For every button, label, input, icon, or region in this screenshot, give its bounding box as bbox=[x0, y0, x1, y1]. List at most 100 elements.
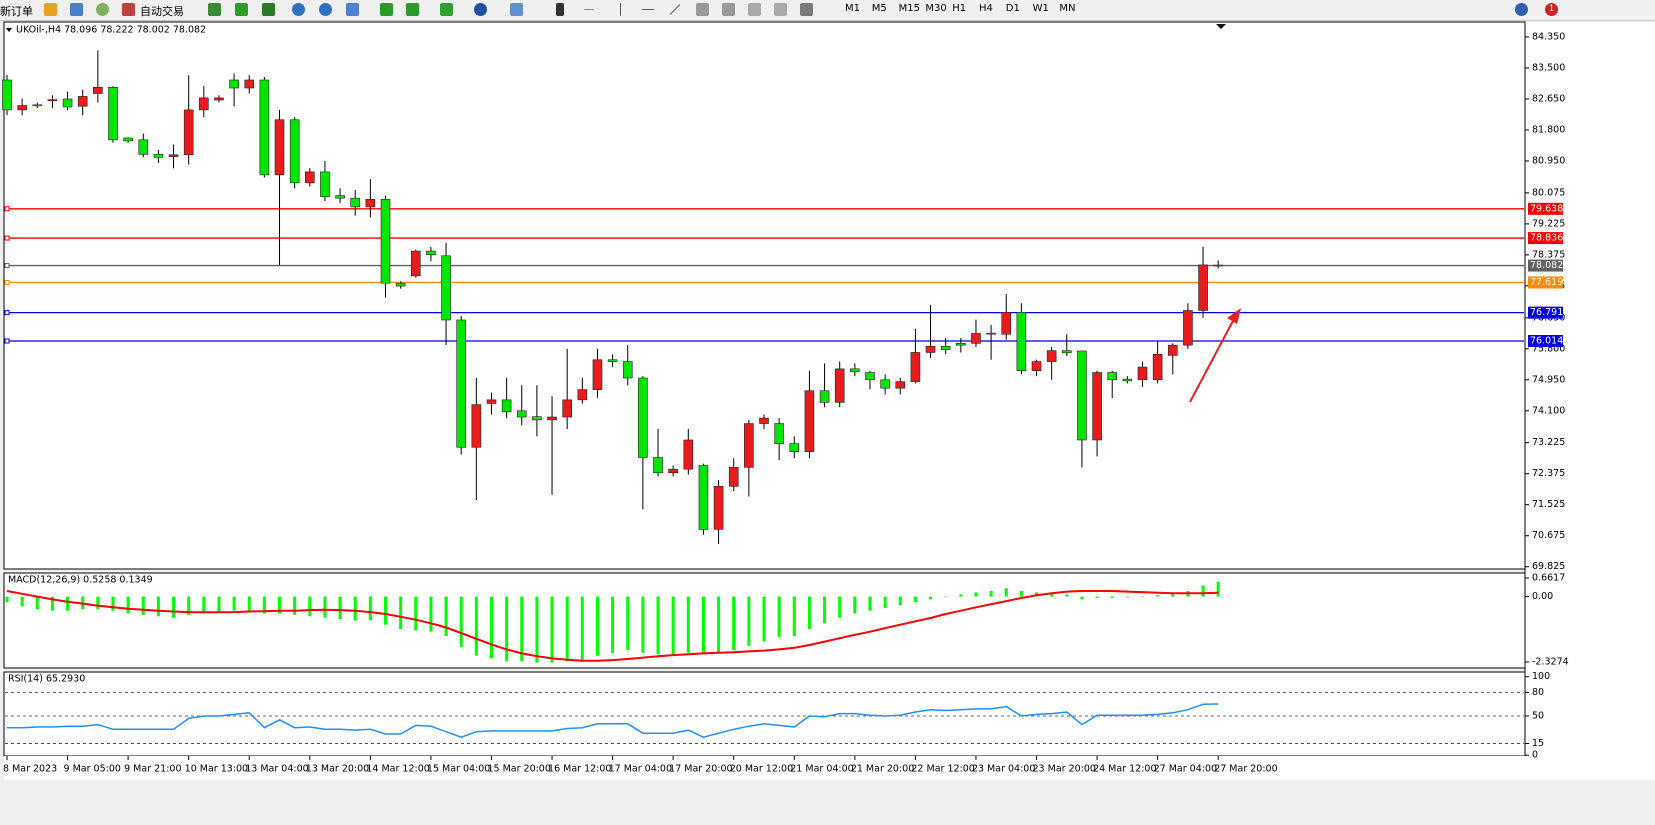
time-label: 15 Mar 20:00 bbox=[487, 764, 550, 775]
icon[interactable] bbox=[262, 3, 275, 16]
icon[interactable] bbox=[722, 3, 735, 16]
macd-bar bbox=[5, 596, 9, 603]
label-tool[interactable] bbox=[774, 3, 787, 16]
macd-signal bbox=[6, 590, 1219, 662]
time-label: 10 Mar 13:00 bbox=[185, 764, 248, 775]
time-label: 16 Mar 12:00 bbox=[548, 764, 611, 775]
time-label: 15 Mar 04:00 bbox=[427, 764, 490, 775]
candle-body bbox=[925, 345, 936, 353]
timeframe-button[interactable]: M30 bbox=[925, 3, 947, 14]
candle-body bbox=[471, 404, 482, 448]
timeframe-button[interactable]: H4 bbox=[979, 3, 993, 14]
tick-label: 80.075 bbox=[1532, 187, 1565, 198]
timeframe-button[interactable]: M5 bbox=[871, 3, 887, 14]
auto-trading-button[interactable]: 自动交易 bbox=[140, 5, 184, 18]
timeframe-button[interactable]: D1 bbox=[1005, 3, 1020, 14]
zoom-in[interactable] bbox=[292, 3, 305, 16]
tick-label: 78.375 bbox=[1532, 249, 1565, 260]
macd-bar bbox=[35, 596, 39, 610]
macd-header: MACD(12,26,9) 0.5258 0.1349 bbox=[8, 575, 153, 586]
macd-bar bbox=[959, 594, 963, 597]
macd-bar bbox=[1156, 595, 1160, 597]
alert-badge[interactable]: 1 bbox=[1545, 3, 1558, 16]
icon[interactable] bbox=[96, 3, 109, 16]
macd-bar bbox=[459, 596, 463, 648]
candle-body bbox=[365, 198, 376, 208]
vertical-line[interactable] bbox=[620, 3, 621, 16]
shapes[interactable] bbox=[800, 3, 813, 16]
time-label: 14 Mar 12:00 bbox=[366, 764, 429, 775]
candle-body bbox=[93, 86, 103, 94]
macd-bar bbox=[1125, 596, 1129, 598]
price-label: 78.082 bbox=[1530, 260, 1563, 271]
candle-body bbox=[622, 361, 633, 379]
macd-bar bbox=[595, 596, 599, 656]
tick-label: 74.950 bbox=[1532, 374, 1565, 385]
icon[interactable] bbox=[346, 3, 359, 16]
macd-bar bbox=[187, 596, 191, 615]
auto-trading-icon[interactable] bbox=[122, 3, 135, 16]
candle-body bbox=[516, 410, 527, 418]
macd-bar bbox=[156, 596, 160, 617]
tick-label: 0.00 bbox=[1532, 591, 1553, 602]
indicators[interactable] bbox=[440, 3, 453, 16]
macd-bar bbox=[898, 596, 902, 606]
timeframe-button[interactable]: MN bbox=[1059, 3, 1076, 14]
icon[interactable] bbox=[696, 3, 709, 16]
macd-bar bbox=[656, 596, 660, 655]
macd-bar bbox=[232, 596, 236, 611]
time-label: 13 Mar 04:00 bbox=[245, 764, 308, 775]
tick-label: 75.800 bbox=[1532, 343, 1565, 354]
line-anchor bbox=[4, 206, 10, 212]
icon[interactable] bbox=[380, 3, 393, 16]
macd-bar bbox=[126, 596, 130, 614]
candle-body bbox=[577, 389, 588, 401]
chart-header: UKOil-,H4 78.096 78.222 78.002 78.082 bbox=[16, 25, 206, 36]
candle-body bbox=[1198, 264, 1208, 311]
icon[interactable] bbox=[208, 3, 221, 16]
macd-bar bbox=[1019, 590, 1023, 597]
time-label: 8 Mar 2023 bbox=[3, 764, 57, 775]
timeframe-button[interactable]: M1 bbox=[845, 3, 860, 14]
horizontal-line[interactable] bbox=[642, 9, 654, 10]
icon[interactable] bbox=[235, 3, 248, 16]
trend-line[interactable] bbox=[669, 4, 681, 15]
candle-body bbox=[350, 197, 361, 208]
new-order-button[interactable]: 新订单 bbox=[0, 5, 33, 18]
timeframe-button[interactable]: M15 bbox=[898, 3, 920, 14]
plot bbox=[2, 50, 1524, 744]
candle-body bbox=[698, 465, 709, 530]
search[interactable] bbox=[1515, 3, 1528, 16]
price-label: 76.014 bbox=[1530, 335, 1563, 346]
candle-body bbox=[668, 468, 678, 474]
timeframe-button[interactable]: W1 bbox=[1032, 3, 1049, 14]
time-label: 9 Mar 21:00 bbox=[124, 764, 181, 775]
time-label: 23 Mar 04:00 bbox=[972, 764, 1035, 775]
icon[interactable] bbox=[406, 3, 419, 16]
periods[interactable] bbox=[474, 3, 487, 16]
line-anchor bbox=[4, 310, 10, 316]
timeframe-button[interactable]: H1 bbox=[952, 3, 967, 14]
main-pane bbox=[3, 21, 1526, 570]
candle-body bbox=[728, 467, 739, 487]
macd-bar bbox=[762, 596, 766, 642]
macd-bar bbox=[217, 596, 221, 613]
time-axis bbox=[4, 756, 1655, 780]
price-label-box bbox=[1528, 259, 1563, 272]
zoom-out[interactable] bbox=[319, 3, 332, 16]
candle-body bbox=[819, 390, 830, 403]
templates[interactable] bbox=[510, 3, 523, 16]
text-tool[interactable] bbox=[748, 3, 761, 16]
macd-bar bbox=[732, 596, 736, 651]
macd-bar bbox=[323, 596, 327, 618]
macd-bar bbox=[974, 592, 978, 597]
icon[interactable] bbox=[70, 3, 83, 16]
macd-bar bbox=[611, 596, 615, 653]
macd-bar bbox=[747, 596, 751, 646]
macd-bar bbox=[550, 596, 554, 663]
crosshair[interactable] bbox=[584, 9, 594, 10]
cursor[interactable] bbox=[556, 3, 564, 16]
candle-body bbox=[123, 137, 133, 142]
macd-bar bbox=[1004, 588, 1008, 597]
icon[interactable] bbox=[44, 3, 57, 16]
